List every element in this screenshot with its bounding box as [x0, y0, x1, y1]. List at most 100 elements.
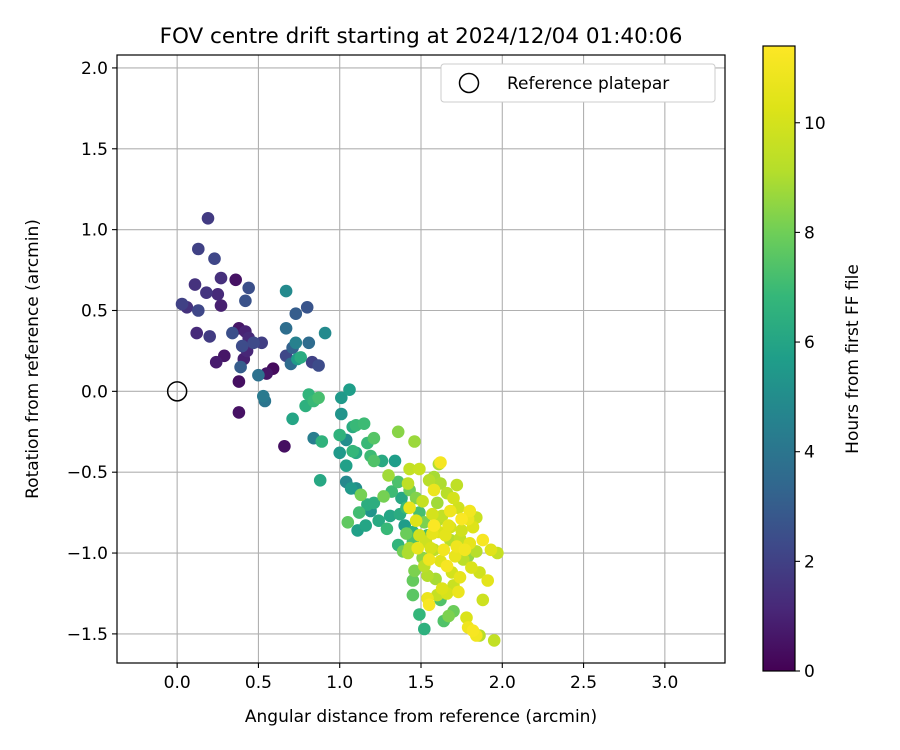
data-point	[427, 519, 441, 532]
data-point	[333, 428, 347, 442]
data-point	[229, 273, 242, 287]
data-point	[421, 569, 434, 582]
y-tick-label: 2.0	[81, 59, 108, 79]
data-point	[409, 514, 423, 527]
data-point	[439, 529, 452, 542]
data-point	[286, 412, 299, 426]
legend-label: Reference platepar	[507, 74, 669, 94]
colorbar-ticks: 0 2 4 6 8 10	[795, 114, 826, 682]
data-point	[391, 425, 405, 439]
data-point	[391, 475, 405, 489]
reference-platepar-marker	[166, 381, 188, 402]
data-point	[294, 351, 308, 364]
data-point	[476, 533, 490, 547]
data-point	[431, 496, 444, 510]
y-tick-label: 1.0	[81, 221, 108, 241]
data-point	[401, 546, 415, 560]
data-point	[278, 440, 291, 453]
data-point	[312, 391, 325, 405]
data-point	[401, 477, 415, 490]
legend-box	[440, 63, 716, 103]
chart-title: FOV centre drift starting at 2024/12/04 …	[160, 24, 683, 49]
x-tick-label: 1.0	[326, 673, 353, 693]
colorbar-gradient	[762, 45, 796, 672]
data-point	[380, 522, 394, 536]
data-point	[341, 516, 355, 529]
grid	[117, 55, 725, 663]
data-point	[335, 391, 348, 405]
data-point	[208, 252, 221, 265]
data-point	[422, 598, 436, 612]
colorbar-tick-label: 2	[804, 552, 815, 572]
data-point	[411, 541, 425, 555]
data-point	[453, 571, 467, 584]
data-point	[444, 504, 457, 518]
data-point	[447, 491, 460, 505]
data-point	[413, 462, 426, 476]
data-point	[463, 504, 477, 518]
data-point	[339, 459, 353, 473]
data-point	[372, 514, 386, 527]
data-point	[422, 553, 436, 566]
colorbar-tick-label: 6	[804, 333, 815, 353]
data-point	[312, 359, 325, 372]
y-axis-label: Rotation from reference (arcmin)	[23, 219, 43, 499]
x-tick-label: 2.5	[570, 673, 597, 693]
data-point	[442, 609, 455, 623]
data-point	[289, 336, 303, 350]
y-tick-label: −0.5	[67, 463, 108, 483]
data-point	[247, 336, 260, 350]
data-point	[209, 355, 223, 369]
data-point	[465, 561, 478, 574]
data-point	[279, 322, 293, 335]
data-point	[367, 454, 381, 468]
data-point	[354, 488, 368, 502]
data-point	[434, 456, 447, 469]
data-point	[388, 454, 402, 468]
x-tick-label: 0.5	[245, 673, 272, 693]
y-tick-label: 0.0	[81, 382, 108, 402]
data-point	[450, 478, 464, 492]
data-point	[234, 360, 247, 374]
data-point	[333, 446, 347, 460]
data-point	[318, 326, 332, 340]
data-point	[476, 593, 490, 607]
data-point	[481, 574, 495, 587]
data-point	[413, 608, 426, 621]
data-point	[192, 304, 205, 317]
data-point	[484, 543, 498, 557]
data-point	[400, 527, 413, 540]
data-point	[460, 611, 473, 624]
x-tick-label: 0.0	[164, 673, 191, 693]
data-point	[395, 491, 408, 505]
colorbar-tick-label: 4	[804, 443, 815, 463]
y-axis-ticks: −1.5 −1.0 −0.5 0.0 0.5 1.0 1.5 2.0	[67, 59, 117, 645]
data-point	[455, 512, 468, 526]
data-point	[466, 624, 480, 637]
data-point	[344, 482, 358, 495]
data-point	[426, 507, 439, 521]
data-point	[315, 435, 329, 448]
data-point	[435, 582, 449, 595]
x-tick-label: 3.0	[651, 673, 678, 693]
y-tick-label: 0.5	[81, 301, 108, 321]
colorbar-tick-label: 0	[804, 662, 815, 682]
data-point	[406, 588, 420, 602]
data-point	[440, 559, 454, 573]
data-point	[190, 326, 203, 340]
data-point	[232, 375, 246, 388]
data-point	[377, 490, 390, 503]
data-point	[403, 501, 416, 515]
data-point	[455, 524, 468, 537]
data-point	[382, 469, 395, 482]
data-point	[418, 622, 431, 636]
data-point	[200, 286, 213, 300]
data-point	[175, 297, 189, 311]
x-axis-label: Angular distance from reference (arcmin)	[245, 707, 597, 727]
data-point	[211, 288, 225, 301]
data-point	[226, 326, 239, 340]
data-point	[403, 462, 416, 476]
data-point	[232, 406, 246, 419]
data-point	[367, 431, 381, 445]
colorbar-label: Hours from first FF file	[843, 264, 863, 454]
